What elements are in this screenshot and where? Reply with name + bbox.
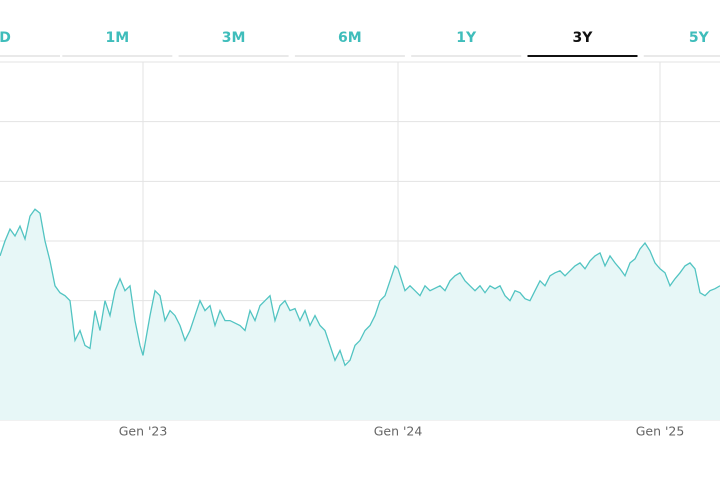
x-tick-label: Gen '25 xyxy=(636,424,685,439)
x-tick-label: Gen '23 xyxy=(119,424,168,439)
tab-label[interactable]: 3M xyxy=(222,30,246,46)
x-tick-label: Gen '24 xyxy=(374,424,423,439)
tab-label[interactable]: 1Y xyxy=(456,30,477,46)
area-fill xyxy=(0,209,720,420)
tab-label[interactable]: 1M xyxy=(105,30,129,46)
price-line xyxy=(0,208,720,367)
tab-label[interactable]: 6M xyxy=(338,30,362,46)
tab-label[interactable]: D xyxy=(0,30,11,46)
tab-label[interactable]: 3Y xyxy=(573,30,594,46)
tab-label[interactable]: 5Y xyxy=(689,30,710,46)
